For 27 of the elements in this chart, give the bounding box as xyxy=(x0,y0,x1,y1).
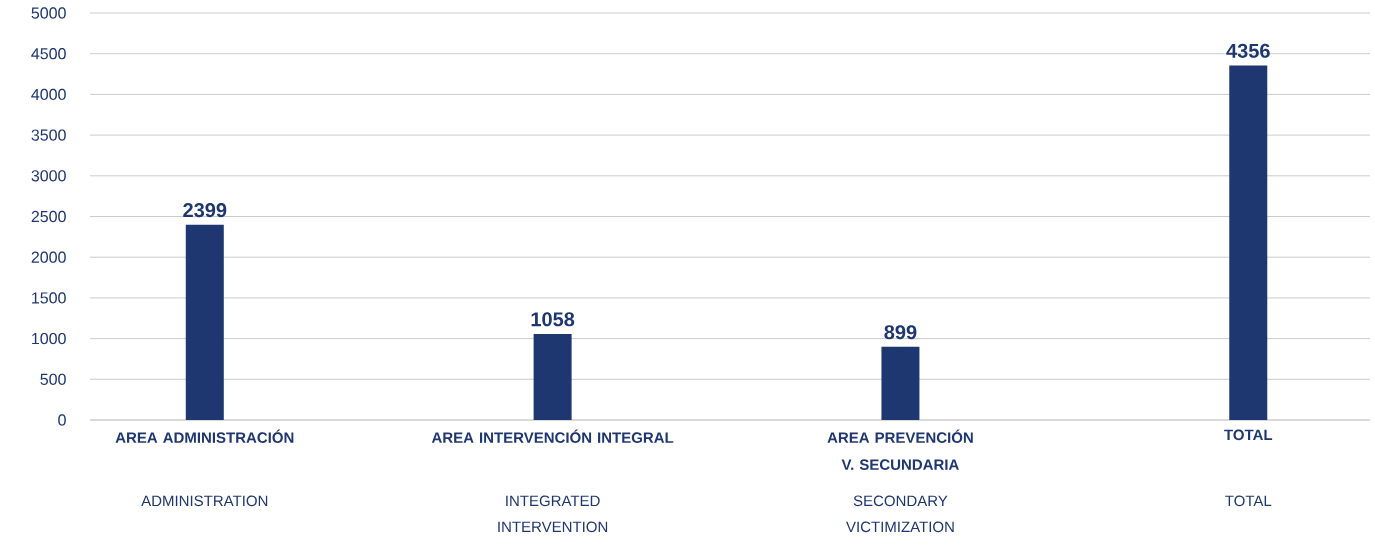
data-label: 4356 xyxy=(1226,43,1270,58)
text: ADMINISTRATION xyxy=(141,495,268,507)
data-label: 1058 xyxy=(531,312,575,327)
bar xyxy=(881,346,920,420)
y-tick-label: 1000 xyxy=(32,332,66,345)
x-tick-label: AREA ADMINISTRACIÓN xyxy=(115,429,294,443)
y-tick-label: 4500 xyxy=(31,48,66,60)
y-tick-label: 1500 xyxy=(32,292,66,304)
data-label: 2399 xyxy=(183,203,227,218)
bar xyxy=(533,333,572,420)
y-tick-label: 5000 xyxy=(31,7,66,19)
y-tick-label: 2500 xyxy=(31,210,66,223)
text: TOTAL xyxy=(1225,495,1272,507)
bar xyxy=(185,224,224,420)
y-tick-label: 3000 xyxy=(31,170,66,182)
text: INTEGRATED INTERVENTION xyxy=(498,495,608,533)
y-tick-label: 500 xyxy=(40,373,66,385)
bar xyxy=(1229,65,1268,420)
y-tick-label: 2000 xyxy=(31,251,66,263)
x-tick-label: AREA PREVENCIÓN V. SECUNDARIA xyxy=(827,429,973,470)
x-tick-label: TOTAL xyxy=(1224,429,1273,441)
y-tick-label: 0 xyxy=(58,414,66,426)
x-tick-label: AREA INTERVENCIÓN INTEGRAL xyxy=(431,429,674,443)
data-label: 899 xyxy=(884,325,917,340)
text: SECONDARY VICTIMIZATION xyxy=(846,495,954,533)
y-tick-label: 4000 xyxy=(31,88,66,101)
y-tick-label: 3500 xyxy=(31,129,66,141)
